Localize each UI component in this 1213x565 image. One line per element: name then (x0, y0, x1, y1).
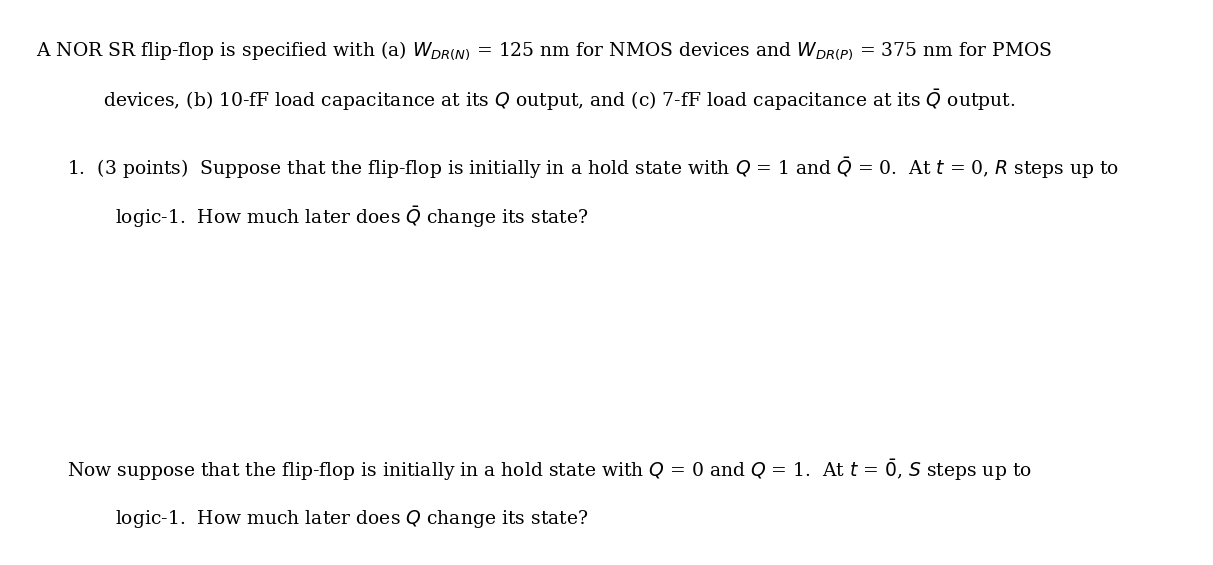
Text: Now suppose that the flip-flop is initially in a hold state with $Q$ = 0 and $Q$: Now suppose that the flip-flop is initia… (67, 458, 1031, 484)
Text: 1.  (3 points)  Suppose that the flip-flop is initially in a hold state with $Q$: 1. (3 points) Suppose that the flip-flop… (67, 155, 1118, 181)
Text: A NOR SR flip-flop is specified with (a) $W_{DR(N)}$ = 125 nm for NMOS devices a: A NOR SR flip-flop is specified with (a)… (36, 40, 1053, 62)
Text: devices, (b) 10-fF load capacitance at its $Q$ output, and (c) 7-fF load capacit: devices, (b) 10-fF load capacitance at i… (103, 88, 1015, 114)
Text: logic-1.  How much later does $Q$ change its state?: logic-1. How much later does $Q$ change … (115, 508, 588, 531)
Text: logic-1.  How much later does $\bar{Q}$ change its state?: logic-1. How much later does $\bar{Q}$ c… (115, 205, 588, 231)
